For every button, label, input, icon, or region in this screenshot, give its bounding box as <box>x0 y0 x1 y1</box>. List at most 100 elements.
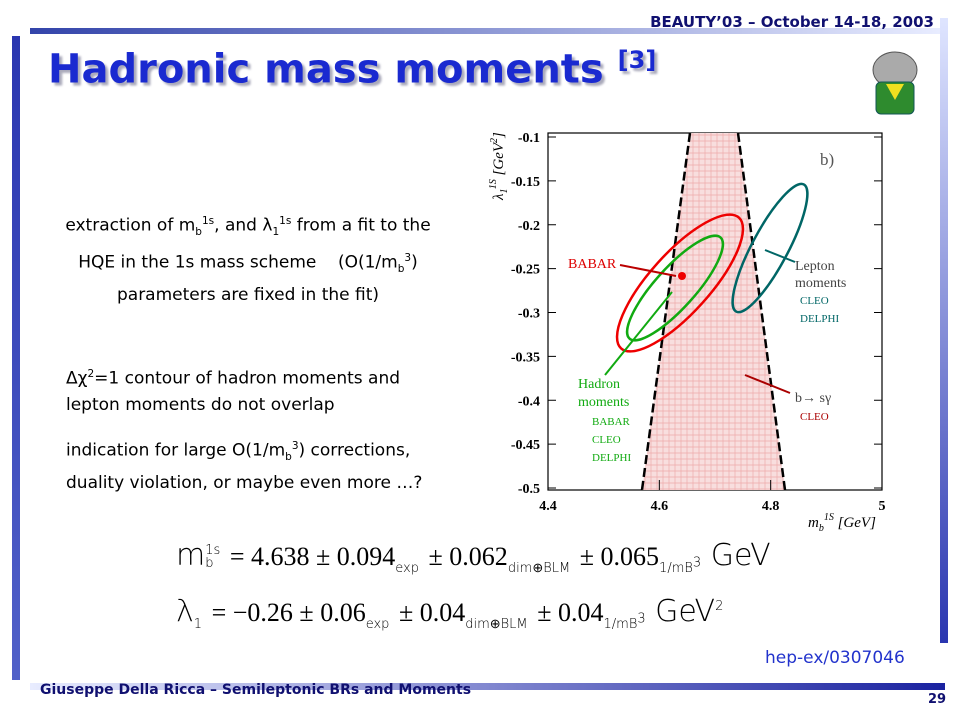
formula: λ1 = −0.26 ± 0.06exp ± 0.04dim⊕BLM ± 0.0… <box>176 594 723 632</box>
x-label-part: b <box>819 523 824 534</box>
value: ± 0.04 <box>537 598 604 627</box>
y-label-part: 1S <box>488 179 499 189</box>
y-label-part: 1 <box>499 189 510 193</box>
band-edge <box>736 132 787 491</box>
y-axis-label: λ11S [GeV2] <box>488 132 510 201</box>
sup: 3 <box>291 440 299 452</box>
text: ) corrections, <box>298 440 411 461</box>
note: indication for large O(1/mb3) correction… <box>66 433 422 496</box>
sup: 1s <box>201 215 215 227</box>
footer-author: Giuseppe Della Ricca – Semileptonic BRs … <box>40 682 472 698</box>
right-bar <box>940 18 948 643</box>
sup: 1s <box>205 542 221 558</box>
arrow <box>764 249 796 263</box>
sub: b <box>397 263 405 276</box>
text: λ <box>262 215 273 236</box>
text: duality violation, or maybe even more …? <box>66 473 423 494</box>
lepton-label: Lepton <box>795 259 835 274</box>
sup: 1s <box>279 215 292 227</box>
sub: 1/m <box>659 561 685 576</box>
title-ref: [3] <box>617 46 657 74</box>
x-label-part: m <box>808 515 819 531</box>
sup: 2 <box>87 368 95 380</box>
note: Δχ2=1 contour of hadron moments and lept… <box>66 361 400 418</box>
sym: λ <box>176 594 194 629</box>
left-bar <box>12 36 20 680</box>
x-label-part: 1S <box>824 512 834 523</box>
sub: exp <box>365 617 390 632</box>
text: =1 contour of hadron moments and <box>94 368 401 389</box>
y-tick-label: -0.1 <box>518 131 540 146</box>
arrow <box>619 264 677 277</box>
conference: BEAUTY’03 – October 14-18, 2003 <box>650 13 934 31</box>
bsg-label: b→ sγ <box>795 391 831 406</box>
x-axis-label: mb1S [GeV] <box>808 512 876 534</box>
text: Δχ <box>66 368 88 389</box>
y-tick-label: -0.5 <box>518 482 540 497</box>
lepton-label: DELPHI <box>800 313 839 325</box>
sup: 3 <box>637 611 646 627</box>
figure: b) BABAR Lepton moments CLEO DELPHI Hadr… <box>488 131 886 534</box>
text: , and <box>214 215 263 236</box>
text: HQE in the 1s mass scheme (O(1/m <box>78 252 398 273</box>
sub: B <box>628 617 638 632</box>
sub: dim⊕BLM <box>507 561 571 576</box>
unit: GeV <box>655 594 716 629</box>
babar-label: BABAR <box>568 257 617 272</box>
babar-contour <box>615 213 745 353</box>
arrow <box>744 374 791 394</box>
hadron-label: Hadron <box>578 377 620 392</box>
arrow <box>604 291 673 376</box>
value: = −0.26 ± 0.06 <box>211 598 366 627</box>
x-tick-label: 5 <box>879 499 886 514</box>
bsg-label: CLEO <box>800 411 829 423</box>
bottom-bar <box>30 683 945 690</box>
y-label-part: λ <box>491 193 507 201</box>
panel-label: b) <box>820 150 834 169</box>
sub: 1/m <box>603 617 629 632</box>
title-text: Hadronic mass moments <box>48 46 604 93</box>
sub: dim⊕BLM <box>465 617 528 632</box>
value: ± 0.04 <box>398 598 466 627</box>
sub: b <box>195 226 202 239</box>
sub: B <box>684 561 693 576</box>
sup: 2 <box>715 599 724 614</box>
x-tick-label: 4.6 <box>651 499 669 514</box>
top-bar <box>30 28 940 34</box>
lepton-label: CLEO <box>800 295 829 307</box>
sub: 1 <box>193 617 203 632</box>
sub: 1 <box>272 226 280 239</box>
bsg-band <box>642 133 785 490</box>
reference: hep-ex/0307046 <box>765 648 905 668</box>
x-tick-label: 4.8 <box>762 499 780 514</box>
text: parameters are fixed in the fit) <box>116 285 379 306</box>
y-label-part: [GeV <box>491 141 507 179</box>
hadron-label: BABAR <box>592 416 631 428</box>
y-tick-label: -0.15 <box>511 175 540 190</box>
y-tick-label: -0.35 <box>511 350 540 365</box>
title: Hadronic mass moments [3] <box>48 46 656 92</box>
hadron-label: moments <box>578 395 629 410</box>
y-tick-label: -0.3 <box>518 307 540 322</box>
text: lepton moments do not overlap <box>66 394 335 415</box>
intro: extraction of mb1s, and λ11s from a fit … <box>30 208 466 308</box>
text: extraction of m <box>65 215 196 236</box>
y-tick-label: -0.2 <box>518 219 540 234</box>
lepton-label: moments <box>795 276 846 291</box>
hadron-contour <box>625 234 725 342</box>
formula: m 1s b = 4.638 ± 0.094exp ± 0.062dim⊕BLM ±… <box>176 538 771 576</box>
y-tick-label: -0.25 <box>511 263 540 278</box>
hadron-label: DELPHI <box>592 452 631 464</box>
y-label-part: ] <box>491 132 507 139</box>
hadron-label: CLEO <box>592 434 621 446</box>
sub: b <box>205 555 214 571</box>
y-tick-label: -0.4 <box>518 394 540 409</box>
y-tick-label: -0.45 <box>511 438 540 453</box>
logo <box>872 51 918 115</box>
x-label-part: [GeV] <box>834 515 876 531</box>
sub: b <box>285 451 292 464</box>
sup: 3 <box>692 555 702 571</box>
text: ) <box>411 252 418 273</box>
